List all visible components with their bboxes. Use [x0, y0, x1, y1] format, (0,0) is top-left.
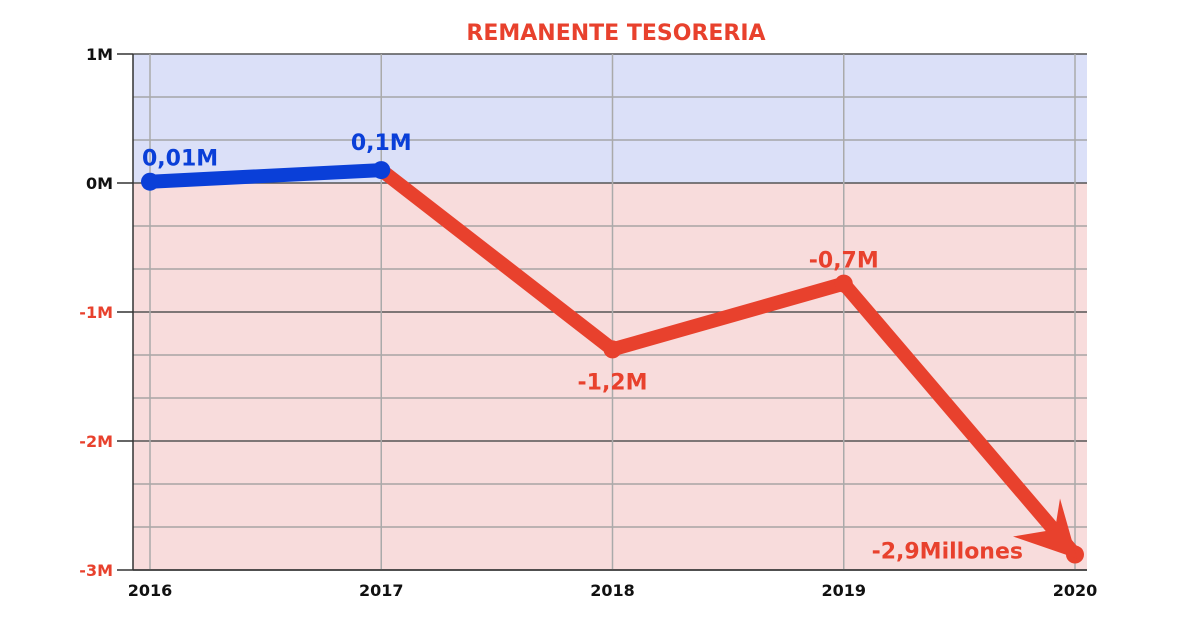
- data-label: -0,7M: [809, 249, 879, 274]
- x-tick-label: 2017: [359, 581, 404, 600]
- y-tick-label: -2M: [79, 432, 113, 451]
- data-label: -1,2M: [578, 370, 648, 395]
- data-point: [603, 340, 622, 359]
- series-segment: [836, 276, 1082, 562]
- y-tick-label: -3M: [79, 561, 113, 580]
- positive-region: [133, 54, 1087, 183]
- series-segment: [143, 163, 389, 189]
- trend-arrowhead: [1013, 498, 1077, 559]
- chart-title: REMANENTE TESORERIA: [466, 21, 765, 46]
- x-tick-label: 2020: [1053, 581, 1098, 600]
- x-tick-label: 2016: [128, 581, 173, 600]
- y-tick-label: -1M: [79, 303, 113, 322]
- series-segment: [605, 276, 851, 357]
- data-label: -2,9Millones: [872, 540, 1023, 565]
- data-point: [372, 161, 391, 180]
- x-tick-label: 2018: [590, 581, 635, 600]
- y-tick-label: 0M: [86, 174, 113, 193]
- y-tick-label: 1M: [86, 45, 113, 64]
- data-label: 0,01M: [142, 147, 218, 172]
- data-point: [141, 172, 159, 191]
- data-point: [834, 274, 853, 293]
- data-label: 0,1M: [351, 131, 412, 156]
- x-tick-label: 2019: [821, 581, 866, 600]
- series-segment: [374, 163, 620, 357]
